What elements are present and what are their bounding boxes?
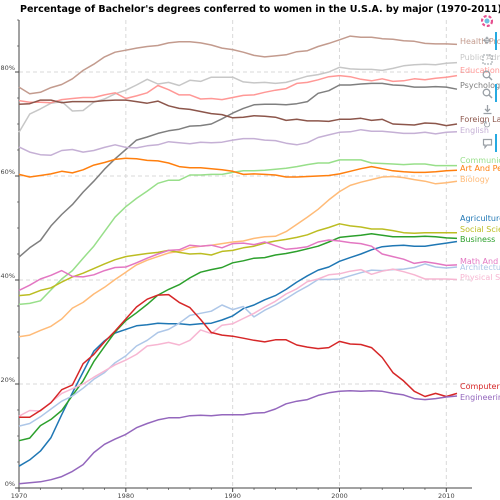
x-tick-label: 2010 [438, 492, 455, 500]
series-line-communications-and-journalism [18, 159, 457, 306]
y-tick-label: 80% [1, 64, 15, 72]
series-line-math-and-statistics [18, 239, 458, 292]
y-tick-label: 20% [1, 376, 15, 384]
series-label-engineering: Engineering [460, 393, 500, 402]
series-lines [18, 35, 458, 485]
series-label-foreign-languages: Foreign Languages [460, 115, 500, 124]
series-line-business [18, 232, 458, 442]
y-tick-label: 0% [5, 480, 15, 488]
chart-title: Percentage of Bachelor's degrees conferr… [20, 4, 500, 15]
series-label-education: Education [460, 66, 500, 75]
series-line-architecture [18, 263, 458, 427]
zoom-in-icon[interactable] [480, 84, 497, 102]
hover-icon[interactable] [480, 134, 497, 152]
series-label-health-professions: Health Professions [460, 37, 500, 46]
series-label-art-and-performance: Art And Performance [460, 164, 500, 173]
x-tick-label: 1970 [11, 492, 28, 500]
series-label-biology: Biology [460, 175, 490, 184]
series-label-english: English [460, 126, 489, 135]
series-label-public-administration: Public Administration [460, 53, 500, 62]
x-tick-label: 1990 [224, 492, 241, 500]
series-line-health-professions [18, 35, 458, 95]
series-line-agriculture [18, 240, 458, 467]
series-line-english [18, 128, 458, 156]
series-line-education [18, 74, 458, 104]
series-line-foreign-languages [18, 99, 458, 127]
series-line-physical-sciences [18, 268, 458, 417]
wheel-zoom-icon[interactable] [480, 68, 494, 82]
x-tick-label: 1980 [118, 492, 135, 500]
save-icon[interactable] [480, 102, 494, 116]
series-label-math-and-statistics: Math And Statistics [460, 257, 500, 266]
series-line-computer-science [19, 293, 458, 419]
series-label-communications-and-journalism: Communications And Journalism [460, 156, 500, 165]
series-label-architecture: Architecture [460, 263, 500, 272]
series-line-engineering [18, 390, 458, 485]
series-label-computer-science: Computer Science [460, 382, 500, 391]
reset-icon[interactable]: ↻ [482, 119, 492, 131]
y-tick-label: 40% [1, 272, 15, 280]
y-tick-label: 60% [1, 168, 15, 176]
series-label-social-sciences-and-history: Social Sciences And History [460, 225, 500, 234]
axes: 0% 20% 40% 60% 80% 1970 1980 1990 2000 2010 [1, 19, 472, 500]
series-label-physical-sciences: Physical Sciences [460, 273, 500, 282]
box-zoom-icon[interactable] [480, 52, 494, 66]
series-labels: Health Professions Public Administration E… [460, 37, 500, 402]
pan-icon[interactable]: ✥ [480, 32, 497, 50]
x-tick-label: 2000 [331, 492, 348, 500]
series-line-art-and-performance [18, 157, 458, 178]
series-line-public-administration [18, 61, 458, 133]
bokeh-logo-icon[interactable] [480, 14, 494, 28]
series-line-biology [18, 175, 458, 338]
series-line-psychology [18, 82, 458, 258]
series-label-agriculture: Agriculture [460, 214, 500, 223]
series-label-business: Business [460, 235, 495, 244]
series-line-social-sciences-and-history [18, 223, 457, 297]
series-label-psychology: Psychology [460, 81, 500, 90]
